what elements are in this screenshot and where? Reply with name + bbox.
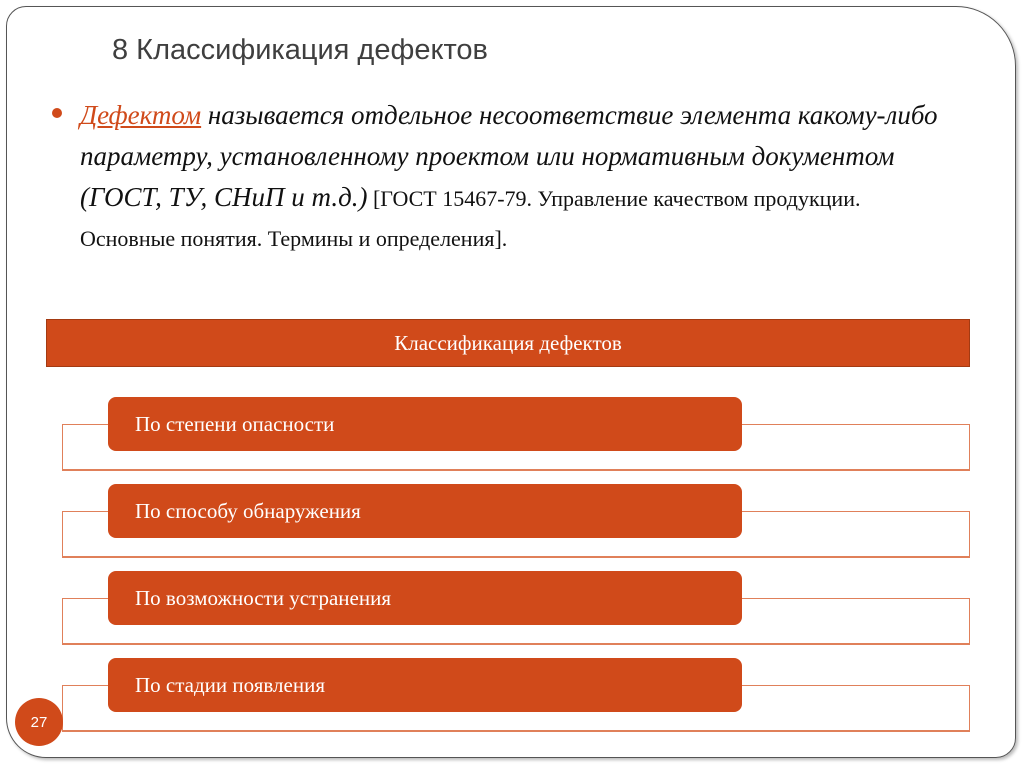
category-label: По стадии появления <box>135 672 325 697</box>
slide-title: 8 Классификация дефектов <box>112 34 488 66</box>
category-label: По степени опасности <box>135 411 335 436</box>
category-label: По возможности устранения <box>135 585 391 610</box>
reference-line-1: [ГОСТ 15467-79. Управление качеством про… <box>367 186 861 211</box>
category-box: По стадии появления <box>108 658 742 712</box>
bullet-icon <box>52 108 62 118</box>
category-label: По способу обнаружения <box>135 498 361 523</box>
reference-line-2: Основные понятия. Термины и определения]… <box>80 226 508 251</box>
slide-frame <box>6 6 1016 758</box>
category-box: По возможности устранения <box>108 571 742 625</box>
diagram-header-label: Классификация дефектов <box>394 330 622 355</box>
definition-text: называется отдельное несоответствие элем… <box>80 100 938 212</box>
definition-paragraph: Дефектом называется отдельное несоответс… <box>80 95 980 259</box>
defined-term: Дефектом <box>80 100 202 130</box>
diagram-header: Классификация дефектов <box>46 319 970 367</box>
page-number: 27 <box>30 713 48 731</box>
category-box: По способу обнаружения <box>108 484 742 538</box>
category-box: По степени опасности <box>108 397 742 451</box>
page-number-badge: 27 <box>15 698 63 746</box>
